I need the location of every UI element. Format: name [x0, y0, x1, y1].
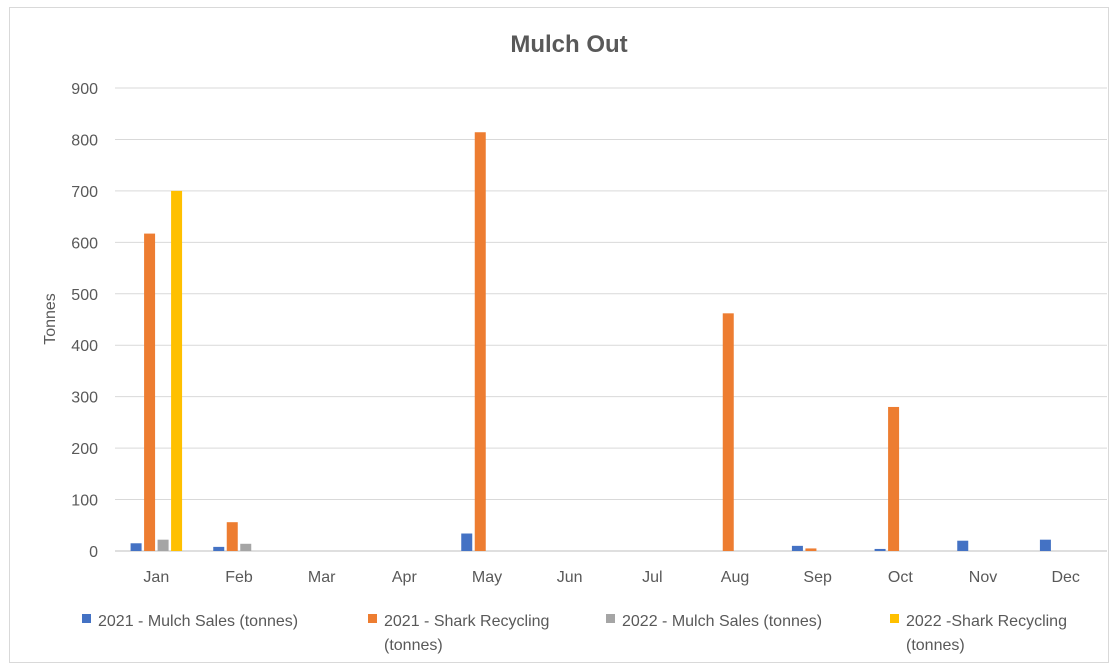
legend-item: 2022 -Shark Recycling (tonnes) [890, 613, 1067, 654]
bar-jan-series-2 [144, 233, 156, 552]
x-tick-label: Jul [642, 569, 662, 586]
x-tick-label: Oct [888, 569, 913, 586]
x-tick-label: Mar [308, 569, 336, 586]
bar-may-series-2 [474, 132, 486, 551]
x-tick-label: Feb [225, 569, 253, 586]
y-axis-label: Tonnes [42, 293, 59, 345]
legend-label: 2022 - Mulch Sales (tonnes) [622, 613, 822, 630]
legend: 2021 - Mulch Sales (tonnes) 2021 - Shark … [82, 613, 1067, 654]
chart-title: Mulch Out [510, 31, 627, 58]
x-tick-label: Jun [557, 569, 583, 586]
bar-jan-series-1 [130, 543, 142, 551]
legend-label: 2022 -Shark Recycling (tonnes) [906, 613, 1067, 654]
bar-jan-series-3 [157, 539, 169, 551]
y-tick-label: 0 [89, 544, 98, 561]
bar-may-series-1 [461, 533, 473, 551]
y-tick-label: 900 [71, 81, 98, 98]
y-tick-label: 100 [71, 493, 98, 510]
x-tick-label: Sep [803, 569, 832, 586]
y-tick-label: 800 [71, 132, 98, 149]
y-tick-label: 500 [71, 287, 98, 304]
x-tick-label: Apr [392, 569, 418, 586]
x-tick-label: Aug [721, 569, 749, 586]
x-tick-label: Dec [1051, 569, 1079, 586]
y-axis-ticks: 0 100 200 300 400 500 600 700 800 900 [71, 81, 98, 561]
bar-feb-series-1 [213, 546, 225, 551]
bar-oct-series-1 [874, 548, 886, 551]
x-tick-label: May [472, 569, 502, 586]
legend-label: 2021 - Shark Recycling (tonnes) [384, 613, 549, 654]
chart-frame [9, 7, 1109, 663]
legend-item: 2022 - Mulch Sales (tonnes) [606, 613, 822, 630]
y-tick-label: 700 [71, 184, 98, 201]
x-tick-label: Jan [143, 569, 169, 586]
legend-item: 2021 - Mulch Sales (tonnes) [82, 613, 298, 630]
bar-jan-series-4 [171, 190, 183, 551]
bar-nov-series-1 [957, 540, 969, 551]
bar-dec-series-1 [1039, 539, 1051, 551]
y-tick-label: 400 [71, 338, 98, 355]
x-axis-ticks: Jan Feb Mar Apr May Jun Jul Aug Sep Oct Nov Dec [143, 569, 1079, 586]
bar-oct-series-2 [888, 406, 900, 551]
legend-swatch [890, 614, 899, 623]
legend-label: 2021 - Mulch Sales (tonnes) [98, 613, 298, 630]
bar-feb-series-3 [240, 543, 252, 551]
x-tick-label: Nov [969, 569, 997, 586]
bars [130, 132, 1051, 552]
y-tick-label: 600 [71, 235, 98, 252]
legend-item: 2021 - Shark Recycling (tonnes) [368, 613, 549, 654]
bar-feb-series-2 [226, 522, 238, 551]
y-tick-label: 200 [71, 441, 98, 458]
gridlines [115, 87, 1107, 552]
bar-sep-series-2 [805, 548, 817, 551]
bar-aug-series-2 [722, 313, 734, 551]
legend-swatch [606, 614, 615, 623]
y-tick-label: 300 [71, 390, 98, 407]
bar-sep-series-1 [791, 545, 803, 551]
legend-swatch [82, 614, 91, 623]
legend-swatch [368, 614, 377, 623]
